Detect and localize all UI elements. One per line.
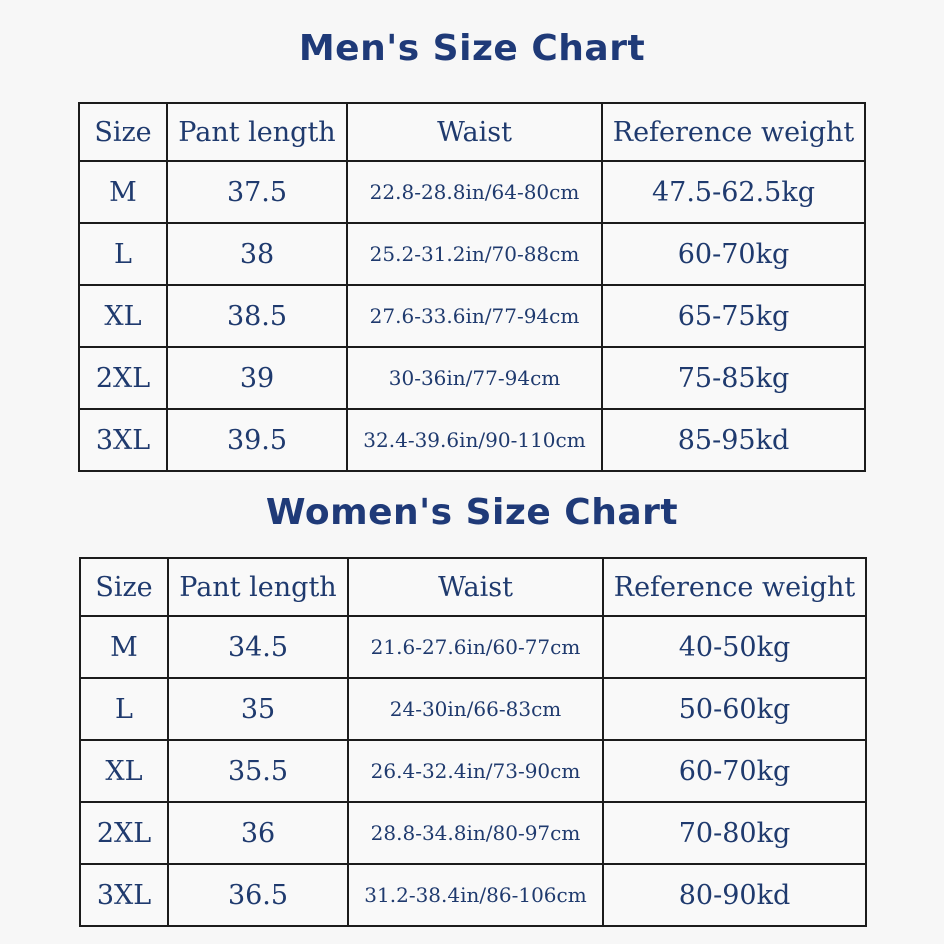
cell-size: XL [79,739,169,803]
cell-pant-length: 39 [166,346,348,410]
cell-reference-weight: 70-80kg [602,801,867,865]
cell-size: 3XL [79,863,169,927]
header-waist: Waist [347,557,604,617]
cell-pant-length: 36.5 [167,863,349,927]
table-row: 3XL 36.5 31.2-38.4in/86-106cm 80-90kd [79,863,867,927]
header-waist: Waist [346,102,603,162]
header-pant-length: Pant length [167,557,349,617]
cell-reference-weight: 65-75kg [601,284,866,348]
cell-size: XL [78,284,168,348]
cell-waist: 27.6-33.6in/77-94cm [346,284,603,348]
header-pant-length: Pant length [166,102,348,162]
womens-size-table: Size Pant length Waist Reference weight … [79,557,867,927]
cell-size: L [79,677,169,741]
table-row: XL 38.5 27.6-33.6in/77-94cm 65-75kg [78,284,866,348]
table-row: 2XL 39 30-36in/77-94cm 75-85kg [78,346,866,410]
cell-waist: 25.2-31.2in/70-88cm [346,222,603,286]
cell-size: 2XL [78,346,168,410]
cell-reference-weight: 80-90kd [602,863,867,927]
cell-pant-length: 37.5 [166,160,348,224]
cell-size: 2XL [79,801,169,865]
table-row: 3XL 39.5 32.4-39.6in/90-110cm 85-95kd [78,408,866,472]
cell-waist: 28.8-34.8in/80-97cm [347,801,604,865]
cell-size: M [79,615,169,679]
mens-chart-title: Men's Size Chart [298,28,646,69]
cell-waist: 26.4-32.4in/73-90cm [347,739,604,803]
cell-size: M [78,160,168,224]
header-size: Size [78,102,168,162]
table-row: L 35 24-30in/66-83cm 50-60kg [79,677,867,741]
table-row: 2XL 36 28.8-34.8in/80-97cm 70-80kg [79,801,867,865]
cell-waist: 30-36in/77-94cm [346,346,603,410]
cell-reference-weight: 40-50kg [602,615,867,679]
cell-pant-length: 39.5 [166,408,348,472]
cell-reference-weight: 50-60kg [602,677,867,741]
cell-reference-weight: 60-70kg [601,222,866,286]
cell-reference-weight: 75-85kg [601,346,866,410]
cell-waist: 21.6-27.6in/60-77cm [347,615,604,679]
cell-pant-length: 36 [167,801,349,865]
cell-pant-length: 38 [166,222,348,286]
table-row: M 34.5 21.6-27.6in/60-77cm 40-50kg [79,615,867,679]
cell-waist: 24-30in/66-83cm [347,677,604,741]
table-header-row: Size Pant length Waist Reference weight [78,102,866,162]
womens-chart-title: Women's Size Chart [265,492,679,533]
cell-reference-weight: 85-95kd [601,408,866,472]
cell-waist: 31.2-38.4in/86-106cm [347,863,604,927]
cell-size: L [78,222,168,286]
table-row: M 37.5 22.8-28.8in/64-80cm 47.5-62.5kg [78,160,866,224]
cell-waist: 22.8-28.8in/64-80cm [346,160,603,224]
header-size: Size [79,557,169,617]
cell-pant-length: 38.5 [166,284,348,348]
table-row: XL 35.5 26.4-32.4in/73-90cm 60-70kg [79,739,867,803]
cell-reference-weight: 60-70kg [602,739,867,803]
mens-size-table: Size Pant length Waist Reference weight … [78,102,866,472]
table-row: L 38 25.2-31.2in/70-88cm 60-70kg [78,222,866,286]
cell-size: 3XL [78,408,168,472]
cell-pant-length: 35.5 [167,739,349,803]
header-reference-weight: Reference weight [602,557,867,617]
cell-waist: 32.4-39.6in/90-110cm [346,408,603,472]
header-reference-weight: Reference weight [601,102,866,162]
cell-pant-length: 34.5 [167,615,349,679]
table-header-row: Size Pant length Waist Reference weight [79,557,867,617]
cell-reference-weight: 47.5-62.5kg [601,160,866,224]
cell-pant-length: 35 [167,677,349,741]
